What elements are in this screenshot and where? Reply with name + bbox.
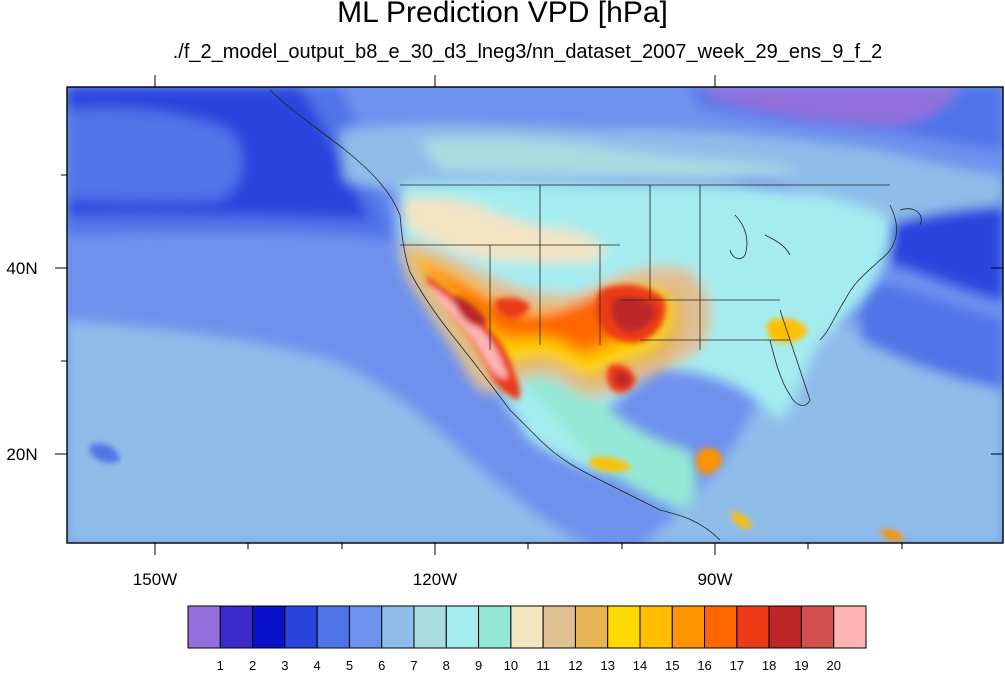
colorbar-swatch [187,605,221,649]
colorbar-swatch [478,605,512,649]
colorbar-label: 14 [633,658,647,672]
coastlines [269,89,922,541]
colorbar: 1 2 3 4 5 6 7 8 9 10 11 12 13 14 15 16 17 18 19 20 [187,605,867,673]
lat-label-40n: 40N [6,259,37,278]
colorbar-label: 1 [217,658,224,672]
plot-subtitle: ./f_2_model_output_b8_e_30_d3_lneg3/nn_d… [172,41,883,63]
colorbar-swatch [574,605,609,649]
colorbar-swatch [736,605,770,649]
colorbar-swatch [671,605,706,649]
colorbar-label: 12 [568,658,582,672]
map-frame [66,86,1004,544]
colorbar-label: 20 [826,658,840,672]
colorbar-swatch [607,605,641,649]
colorbar-swatch [348,605,383,649]
colorbar-label: 11 [536,658,550,672]
colorbar-label: 15 [665,658,679,672]
colorbar-swatch [316,605,350,649]
colorbar-swatch [542,605,576,649]
colorbar-label: 19 [794,658,808,672]
colorbar-swatch [252,605,286,649]
colorbar-label: 3 [281,658,288,672]
colorbar-swatch [833,605,867,649]
lon-label-120w: 120W [413,570,457,589]
lon-label-90w: 90W [698,570,733,589]
colorbar-swatch [639,605,673,649]
colorbar-swatch [768,605,802,649]
colorbar-swatch [510,605,544,649]
colorbar-label: 4 [314,658,321,672]
colorbar-label: 8 [443,658,450,672]
colorbar-swatch [445,605,480,649]
lat-label-20n: 20N [6,445,37,464]
colorbar-label: 10 [504,658,518,672]
colorbar-label: 7 [410,658,417,672]
colorbar-label: 16 [697,658,711,672]
colorbar-swatch [381,605,415,649]
colorbar-swatch [413,605,447,649]
colorbar-swatch [284,605,318,649]
axis-ticks [55,75,1003,555]
colorbar-swatch [219,605,254,649]
colorbar-label: 2 [249,658,256,672]
colorbar-label: 5 [346,658,353,672]
colorbar-label: 9 [475,658,482,672]
colorbar-label: 6 [378,658,385,672]
colorbar-swatch [800,605,835,649]
colorbar-swatch [704,605,738,649]
colorbar-label: 13 [600,658,614,672]
plot-title: ML Prediction VPD [hPa] [337,0,668,29]
colorbar-label: 17 [730,658,744,672]
lon-label-150w: 150W [133,570,177,589]
map-panel [67,87,1003,543]
colorbar-label: 18 [762,658,776,672]
